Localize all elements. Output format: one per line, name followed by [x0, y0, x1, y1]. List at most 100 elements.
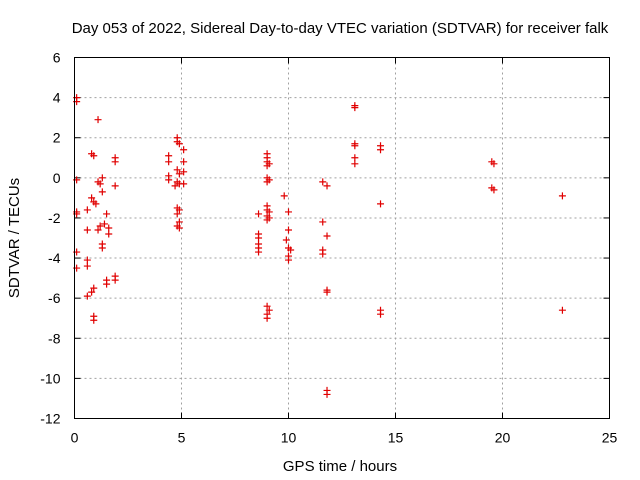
data-point-plus — [255, 248, 263, 256]
data-point-plus — [175, 170, 183, 178]
data-point-plus — [285, 226, 292, 234]
data-point-plus — [111, 158, 119, 166]
grid-lines — [74, 57, 610, 419]
data-point-plus — [88, 288, 96, 296]
data-point-plus — [96, 222, 104, 230]
data-point-plus — [100, 220, 108, 228]
data-point-plus — [165, 152, 173, 160]
data-point-plus — [351, 160, 359, 168]
data-point-plus — [83, 256, 91, 264]
y-tick-label: -6 — [48, 290, 61, 306]
data-point-plus — [173, 166, 181, 174]
data-point-plus — [351, 154, 359, 162]
data-point-plus — [282, 236, 290, 244]
data-point-plus — [287, 246, 295, 254]
data-point-plus — [88, 194, 96, 202]
data-point-plus — [319, 218, 327, 226]
y-tick-label: 0 — [53, 170, 61, 186]
data-point-plus — [323, 182, 331, 190]
y-tick-label: -2 — [48, 210, 61, 226]
x-axis-label: GPS time / hours — [283, 458, 397, 475]
data-point-plus — [558, 306, 566, 314]
x-tick-label: 25 — [602, 430, 618, 446]
y-tick-label: 6 — [53, 50, 61, 66]
data-point-plus — [180, 168, 188, 176]
data-point-plus — [319, 250, 327, 258]
data-point-plus — [319, 178, 327, 186]
data-point-plus — [175, 218, 183, 226]
y-tick-label: -4 — [48, 250, 61, 266]
x-tick-label: 0 — [71, 430, 79, 446]
data-point-plus — [285, 256, 292, 264]
y-tick-label: -10 — [40, 370, 60, 386]
data-point-plus — [490, 186, 498, 194]
data-point-plus — [83, 206, 91, 214]
data-point-plus — [263, 302, 271, 310]
data-point-plus — [280, 192, 288, 200]
data-point-plus — [92, 200, 100, 208]
data-point-plus — [165, 158, 173, 166]
data-point-plus — [377, 310, 385, 318]
x-tick-label: 20 — [495, 430, 511, 446]
data-point-plus — [351, 104, 359, 112]
x-tick-label: 10 — [281, 430, 297, 446]
data-point-plus — [173, 210, 181, 218]
data-point-plus — [285, 208, 292, 216]
y-axis-label: SDTVAR / TECUs — [6, 178, 23, 298]
y-tick-label: -8 — [48, 330, 61, 346]
data-point-plus — [263, 314, 271, 322]
data-point-plus — [171, 182, 179, 190]
data-point-plus — [105, 224, 113, 232]
data-point-plus — [83, 292, 91, 300]
data-point-plus — [323, 390, 331, 398]
data-point-plus — [265, 208, 273, 216]
data-point-plus — [83, 226, 91, 234]
y-tick-label: 4 — [53, 90, 61, 106]
data-point-plus — [83, 262, 91, 270]
data-point-plus — [103, 210, 111, 218]
data-point-plus — [263, 216, 271, 224]
data-point-plus — [90, 284, 98, 292]
data-point-plus — [265, 306, 273, 314]
data-point-plus — [255, 234, 263, 242]
data-point-plus — [323, 232, 331, 240]
data-point-plus — [175, 140, 183, 148]
data-point-plus — [351, 142, 359, 150]
data-point-plus — [265, 160, 273, 168]
data-point-plus — [490, 160, 498, 168]
data-point-plus — [377, 146, 385, 154]
data-point-plus — [175, 206, 183, 214]
data-point-plus — [263, 178, 271, 186]
x-tick-label: 15 — [388, 430, 404, 446]
data-point-plus — [103, 280, 111, 288]
data-point-plus — [94, 226, 102, 234]
data-point-plus — [90, 316, 98, 324]
data-point-plus — [180, 180, 188, 188]
plot-frame — [74, 57, 610, 419]
y-tick-label: -12 — [40, 411, 60, 427]
axis-ticks — [74, 57, 610, 419]
data-point-plus — [111, 276, 119, 284]
data-point-plus — [180, 158, 188, 166]
data-point-plus — [94, 116, 102, 124]
data-point-plus — [96, 180, 104, 188]
data-point-plus — [98, 188, 106, 196]
data-point-plus — [175, 224, 183, 232]
data-points — [73, 94, 566, 398]
data-point-plus — [323, 288, 331, 296]
x-tick-label: 5 — [178, 430, 186, 446]
data-point-plus — [98, 244, 106, 252]
y-tick-labels: -12 -10 -8 -6 -4 -2 0 2 4 6 — [40, 50, 60, 427]
data-point-plus — [377, 200, 385, 208]
data-point-plus — [98, 174, 106, 182]
chart-title: Day 053 of 2022, Sidereal Day-to-day VTE… — [72, 20, 609, 37]
data-point-plus — [105, 230, 113, 238]
x-tick-labels: 0 5 10 15 20 25 — [71, 430, 618, 446]
data-point-plus — [111, 182, 119, 190]
data-point-plus — [90, 152, 98, 160]
data-point-plus — [165, 176, 173, 184]
data-point-plus — [255, 210, 263, 218]
data-point-plus — [180, 146, 188, 154]
data-point-plus — [558, 192, 566, 200]
